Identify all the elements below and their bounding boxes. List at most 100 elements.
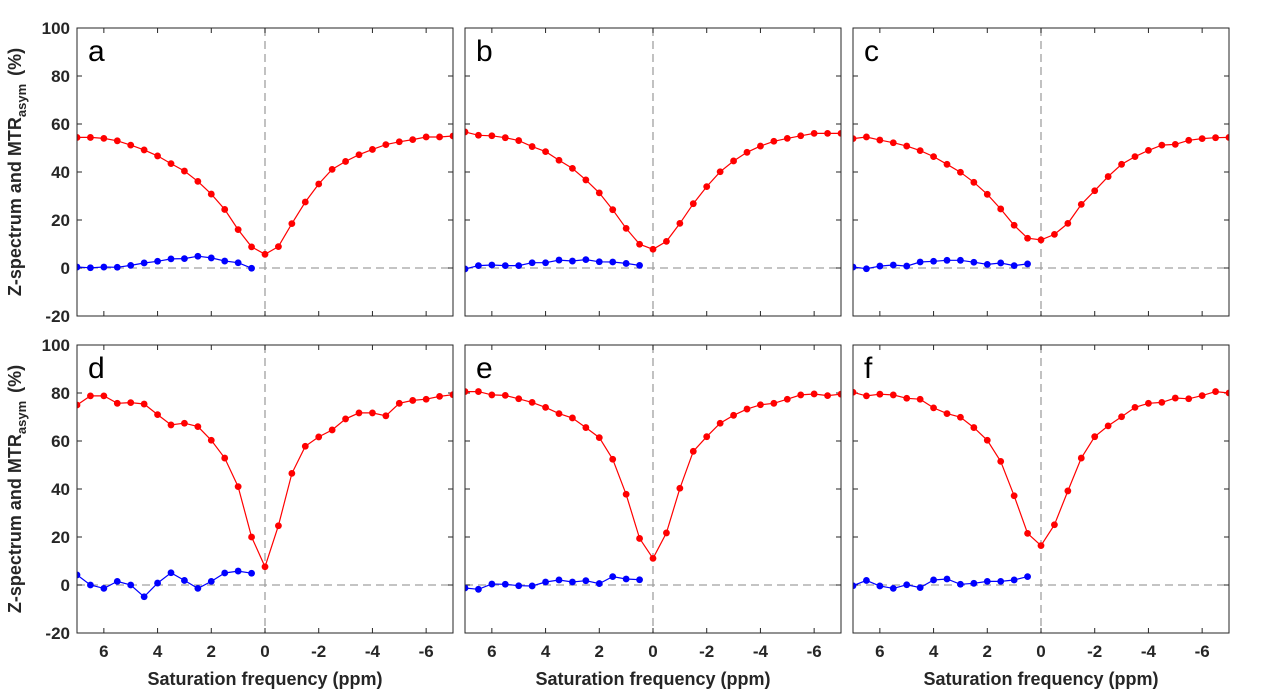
z-spectrum-point [301,198,309,206]
mtr-asym-point [113,263,121,271]
mtr-asym-point [957,256,964,264]
y-axis-label-bottom: Z-spectrum and MTRasym (%) [5,365,29,613]
z-spectrum-point [676,484,684,492]
x-tick-label: -6 [1195,642,1210,661]
z-spectrum-series [465,388,841,562]
y-tick-label: 20 [51,528,70,547]
z-spectrum-point [1145,399,1152,407]
mtr-asym-point [997,578,1005,585]
mtr-asym-point [555,256,563,264]
z-spectrum-point [730,157,737,165]
z-spectrum-point [555,156,563,164]
x-tick-label: 6 [99,642,108,661]
z-spectrum-point [863,133,870,141]
mtr-asym-point [194,252,202,260]
z-spectrum-point [488,391,496,399]
y-tick-label: 80 [51,67,70,86]
x-tick-label: 6 [875,642,884,661]
z-spectrum-point [87,392,94,400]
z-spectrum-point [1037,236,1045,244]
z-spectrum-point [582,176,590,184]
mtr-asym-point [876,582,884,590]
mtr-asym-point [1010,262,1018,269]
z-spectrum-point [797,132,805,140]
z-spectrum-point [770,399,778,407]
mtr-asym-point [475,585,482,593]
mtr-asym-series [77,252,255,272]
z-spectrum-point [488,132,496,140]
z-spectrum-point [181,167,188,175]
z-spectrum-point [889,391,897,399]
x-tick-label: 2 [595,642,604,661]
x-tick-label: -2 [311,642,326,661]
mtr-asym-point [113,578,121,585]
mtr-asym-point [853,263,857,271]
z-spectrum-point [140,400,148,408]
mtr-asym-point [930,257,937,265]
y-axis-label-sub: asym [14,84,29,117]
z-spectrum-point [1225,134,1229,141]
z-spectrum-point [1212,388,1219,395]
x-tick-label: -6 [807,642,822,661]
y-tick-label: 60 [51,432,70,451]
z-spectrum-point [1118,413,1125,421]
z-spectrum-point [248,533,255,541]
z-spectrum-point [595,189,603,197]
mtr-asym-point [488,580,496,588]
mtr-asym-series [77,567,255,601]
z-spectrum-point [853,388,857,396]
z-spectrum-point [127,399,135,406]
x-axis-label-c: Saturation frequency (ppm) [923,669,1158,689]
y-axis-label-top: Z-spectrum and MTRasym (%) [5,48,29,296]
z-spectrum-point [1051,231,1058,238]
mtr-asym-point [569,257,576,265]
y-tick-label: 100 [42,336,70,355]
y-axis-label-main: Z-spectrum and MTR [5,117,25,296]
z-spectrum-point [465,388,469,395]
z-spectrum-point [181,419,188,427]
z-spectrum-point [422,395,430,403]
mtr-asym-point [636,261,643,269]
z-spectrum-point [689,447,697,455]
z-spectrum-point [903,142,911,150]
z-spectrum-point [824,129,831,137]
mtr-asym-point [167,569,175,577]
z-spectrum-point [154,152,161,160]
mtr-asym-point [488,261,496,269]
panel-letter: d [88,352,105,385]
z-spectrum-point [1131,153,1139,161]
z-spectrum-point [1171,394,1179,402]
panel-frame [76,344,454,634]
mtr-asym-point [916,584,924,592]
mtr-asym-point [582,256,590,263]
x-tick-label: 4 [541,642,551,661]
z-spectrum-point [1145,147,1152,154]
z-spectrum-point [77,134,81,141]
x-tick-label: 0 [1036,642,1045,661]
mtr-asym-point [622,575,630,583]
z-spectrum-point [167,160,175,168]
panel-frame [464,27,842,317]
mtr-asym-point [221,569,229,577]
z-spectrum-point [100,392,108,400]
z-spectrum-point [1064,219,1072,227]
z-spectrum-point [716,168,724,176]
mtr-asym-point [943,256,951,264]
x-tick-label: -2 [1087,642,1102,661]
z-spectrum-point [649,245,657,253]
z-spectrum-point [382,141,390,149]
z-spectrum-point [703,433,711,441]
x-tick-label: 2 [983,642,992,661]
z-spectrum-point [288,220,296,228]
z-spectrum-point [395,138,403,146]
mtr-asym-point [970,258,978,266]
mtr-asym-series [465,256,643,273]
z-spectrum-point [743,405,751,413]
mtr-asym-point [207,254,215,262]
z-spectrum-point [1037,542,1045,550]
z-spectrum-point [957,168,964,176]
y-axis-label-sub: asym [14,401,29,434]
z-spectrum-point [395,399,403,407]
z-spectrum-point [837,129,841,137]
mtr-asym-point [140,259,148,267]
